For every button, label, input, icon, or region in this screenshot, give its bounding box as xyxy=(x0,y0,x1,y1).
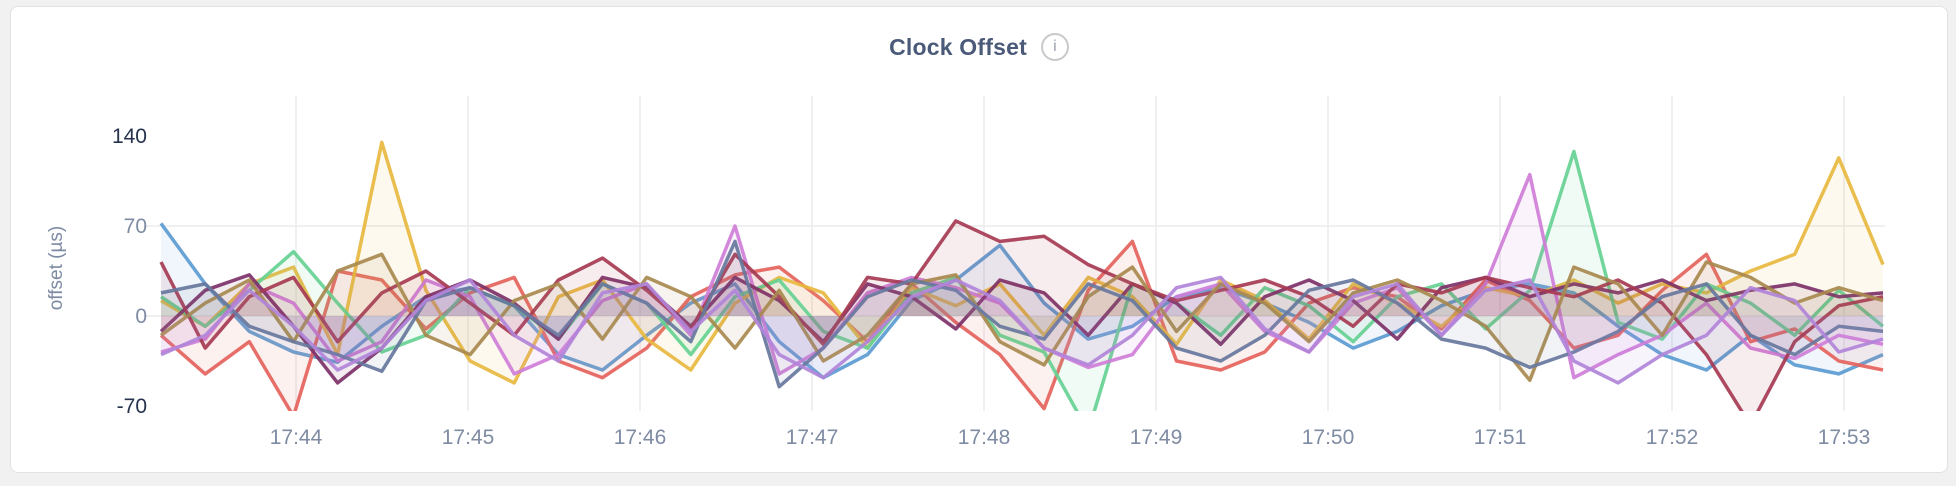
series-line xyxy=(159,252,1884,383)
series-area xyxy=(161,220,1883,411)
series-area xyxy=(161,241,1883,387)
info-icon[interactable]: i xyxy=(1040,33,1069,61)
panel-title: Clock Offset xyxy=(889,33,1027,60)
x-tick-label: 17:44 xyxy=(270,426,323,449)
y-axis-tick-labels: 140 70 0 -70 xyxy=(112,125,147,418)
series-area xyxy=(161,223,1883,378)
series-area xyxy=(161,274,1883,383)
y-tick-label: 0 xyxy=(135,305,147,328)
series-area xyxy=(161,254,1883,381)
series-line xyxy=(160,149,1885,411)
x-tick-label: 17:45 xyxy=(442,426,495,449)
series-group xyxy=(159,140,1885,411)
x-tick-label: 17:51 xyxy=(1474,426,1527,449)
series-line xyxy=(159,219,1884,411)
series-area xyxy=(161,174,1883,378)
x-axis-tick-labels: 17:44 17:45 17:46 17:47 17:48 17:49 17:50 17:51… xyxy=(270,426,1871,449)
series-line xyxy=(160,140,1885,385)
x-tick-label: 17:53 xyxy=(1818,426,1871,449)
series-area xyxy=(161,151,1883,411)
x-tick-label: 17:50 xyxy=(1302,426,1355,449)
y-tick-label: 70 xyxy=(124,215,147,238)
series-line xyxy=(160,239,1884,389)
y-tick-label: -70 xyxy=(117,395,147,418)
info-icon-glyph: i xyxy=(1053,38,1057,55)
y-tick-label: 140 xyxy=(112,125,147,148)
x-tick-label: 17:46 xyxy=(614,426,667,449)
series-line xyxy=(160,275,1884,385)
x-tick-label: 17:52 xyxy=(1646,426,1699,449)
x-tick-label: 17:49 xyxy=(1130,426,1183,449)
clock-offset-panel: Clock Offset i offset (µs) 140 70 0 -70 17:4… xyxy=(10,6,1948,473)
panel-header: Clock Offset i xyxy=(11,31,1947,63)
x-tick-label: 17:47 xyxy=(786,426,839,449)
x-tick-label: 17:48 xyxy=(958,426,1011,449)
